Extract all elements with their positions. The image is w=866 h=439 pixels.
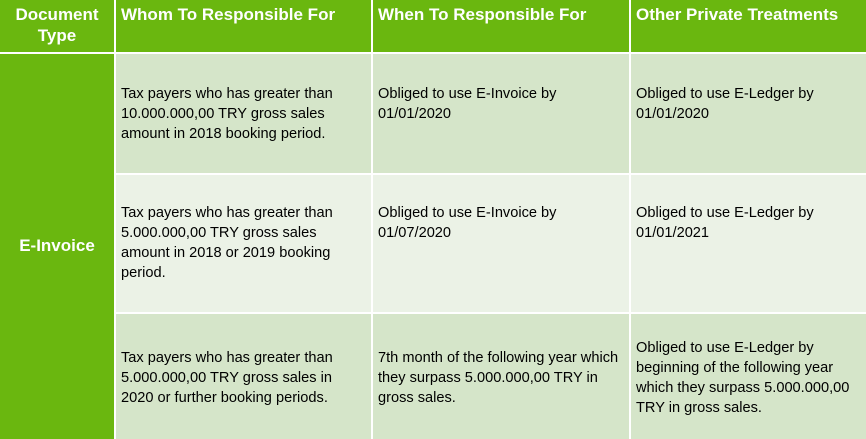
row-3-when: 7th month of the following year which th… bbox=[378, 350, 619, 406]
row-1-other: Obliged to use E-Ledger by 01/01/2020 bbox=[636, 86, 814, 122]
row-1-when-cell: Obliged to use E-Invoice by 01/01/2020 bbox=[373, 54, 629, 173]
row-2-whom-cell: Tax payers who has greater than 5.000.00… bbox=[116, 175, 371, 312]
row-2-when: Obliged to use E-Invoice by 01/07/2020 bbox=[378, 205, 557, 241]
header-whom: Whom To Responsible For bbox=[116, 0, 371, 52]
row-3-other-cell: Obliged to use E-Ledger by beginning of … bbox=[631, 314, 866, 439]
header-document-type: Document Type bbox=[0, 0, 114, 52]
row-2-other: Obliged to use E-Ledger by 01/01/2021 bbox=[636, 205, 814, 241]
row-3-other: Obliged to use E-Ledger by beginning of … bbox=[636, 340, 850, 416]
row-2-when-cell: Obliged to use E-Invoice by 01/07/2020 bbox=[373, 175, 629, 312]
row-1-when: Obliged to use E-Invoice by 01/01/2020 bbox=[378, 86, 557, 122]
row-2-whom: Tax payers who has greater than 5.000.00… bbox=[121, 205, 333, 281]
row-1-whom-cell: Tax payers who has greater than 10.000.0… bbox=[116, 54, 371, 173]
row-2-other-cell: Obliged to use E-Ledger by 01/01/2021 bbox=[631, 175, 866, 312]
row-3-whom-cell: Tax payers who has greater than 5.000.00… bbox=[116, 314, 371, 439]
document-type-cell: E-Invoice bbox=[0, 54, 114, 439]
row-3-whom: Tax payers who has greater than 5.000.00… bbox=[121, 350, 333, 406]
header-when: When To Responsible For bbox=[373, 0, 629, 52]
header-other: Other Private Treatments bbox=[631, 0, 866, 52]
row-1-whom: Tax payers who has greater than 10.000.0… bbox=[121, 85, 333, 142]
row-1-other-cell: Obliged to use E-Ledger by 01/01/2020 bbox=[631, 54, 866, 173]
row-3-when-cell: 7th month of the following year which th… bbox=[373, 314, 629, 439]
document-type-label: E-Invoice bbox=[19, 235, 95, 255]
